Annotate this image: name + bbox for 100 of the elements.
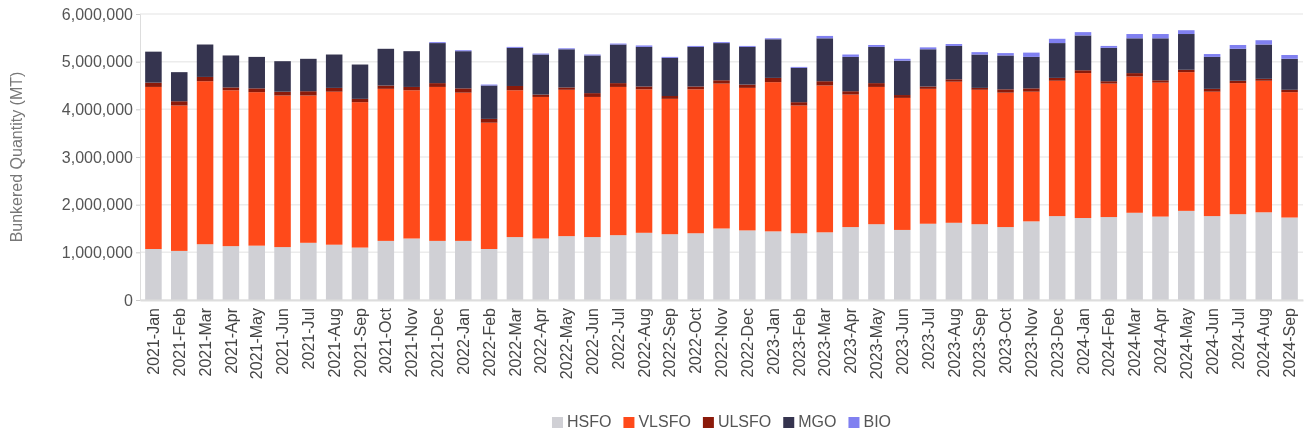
bar — [1048, 216, 1066, 300]
bar — [1281, 54, 1298, 59]
x-tick-label: 2024-Jun — [1203, 308, 1221, 375]
bar — [377, 240, 395, 300]
bar — [971, 52, 988, 55]
bar — [558, 49, 575, 88]
bar — [455, 240, 472, 300]
bar — [945, 222, 963, 300]
bar — [506, 85, 524, 91]
bar — [764, 82, 782, 232]
x-tick-label: 2021-Feb — [170, 307, 188, 377]
bar — [661, 57, 679, 96]
legend-label: MGO — [798, 413, 837, 430]
bar — [1023, 91, 1040, 222]
x-tick-label: 2021-May — [248, 308, 266, 380]
x-tick-label: 2022-Sep — [661, 307, 679, 378]
bar — [816, 232, 834, 300]
bar — [868, 83, 885, 87]
bar — [1152, 80, 1169, 83]
bar — [222, 246, 240, 300]
bar — [661, 98, 679, 235]
bar — [1203, 54, 1221, 57]
bar — [661, 234, 679, 300]
bar — [816, 81, 834, 86]
bar — [145, 249, 162, 300]
x-tick-label: 2024-Feb — [1100, 307, 1118, 377]
bar — [274, 61, 291, 92]
bar — [532, 238, 550, 300]
x-tick-label: 2024-Sep — [1281, 307, 1299, 378]
bar — [661, 95, 679, 99]
x-tick-label: 2022-May — [558, 308, 576, 380]
x-tick-label: 2024-Jul — [1229, 308, 1247, 370]
bar — [145, 82, 162, 87]
bar — [1229, 83, 1247, 215]
bar — [584, 96, 601, 238]
x-tick-label: 2022-Mar — [506, 307, 524, 377]
bar — [196, 81, 214, 245]
x-tick-label: 2021-Aug — [325, 308, 343, 378]
x-tick-label: 2023-May — [868, 308, 886, 380]
bar — [532, 54, 550, 95]
bar — [248, 56, 265, 89]
bar — [635, 232, 653, 300]
bar — [868, 224, 885, 300]
bar — [1048, 38, 1066, 44]
x-tick-label: 2022-Apr — [532, 307, 550, 374]
bar — [1126, 76, 1143, 213]
bar — [1203, 216, 1221, 300]
bar — [816, 38, 834, 82]
bar — [842, 56, 859, 92]
bar — [713, 83, 730, 229]
bar — [1281, 92, 1298, 218]
bar — [687, 86, 704, 90]
y-tick-label: 3,000,000 — [61, 148, 134, 166]
bar — [635, 46, 653, 87]
bar — [1203, 91, 1221, 217]
bar — [300, 242, 317, 300]
bar — [506, 47, 524, 86]
bar — [429, 83, 446, 87]
x-tick-label: 2022-Aug — [635, 308, 653, 378]
bar — [609, 83, 627, 87]
bar — [325, 54, 343, 88]
x-tick-label: 2023-Sep — [971, 307, 989, 378]
bar — [609, 86, 627, 236]
bar — [842, 94, 859, 228]
bar — [1229, 48, 1247, 81]
bar — [1023, 221, 1040, 300]
bar — [997, 55, 1014, 90]
bar — [455, 88, 472, 93]
bar — [1152, 82, 1169, 217]
y-tick-label: 5,000,000 — [61, 53, 134, 71]
bar — [1152, 34, 1169, 39]
bar — [1100, 83, 1118, 218]
bar — [274, 91, 291, 96]
bar — [274, 247, 291, 300]
bar — [1178, 72, 1195, 211]
bar — [919, 223, 937, 300]
bar — [1023, 88, 1040, 92]
bar — [1178, 34, 1195, 70]
x-tick-label: 2023-Mar — [816, 307, 834, 377]
bar — [790, 105, 808, 234]
bar — [713, 80, 730, 84]
bar — [222, 90, 240, 247]
bar — [196, 244, 214, 300]
bar — [145, 51, 162, 83]
bar — [1281, 58, 1298, 90]
x-tick-label: 2024-Apr — [1152, 307, 1170, 374]
bar — [919, 86, 937, 89]
bar — [790, 102, 808, 106]
bar — [1255, 44, 1273, 79]
bar — [248, 245, 265, 300]
bar — [893, 60, 911, 96]
bar — [790, 67, 808, 103]
bar — [687, 233, 704, 300]
bar — [945, 45, 963, 80]
bar — [351, 247, 369, 300]
bar — [325, 91, 343, 245]
bar — [868, 46, 885, 84]
x-tick-label: 2023-Dec — [1048, 308, 1066, 378]
bar — [325, 244, 343, 300]
bar — [1203, 88, 1221, 92]
